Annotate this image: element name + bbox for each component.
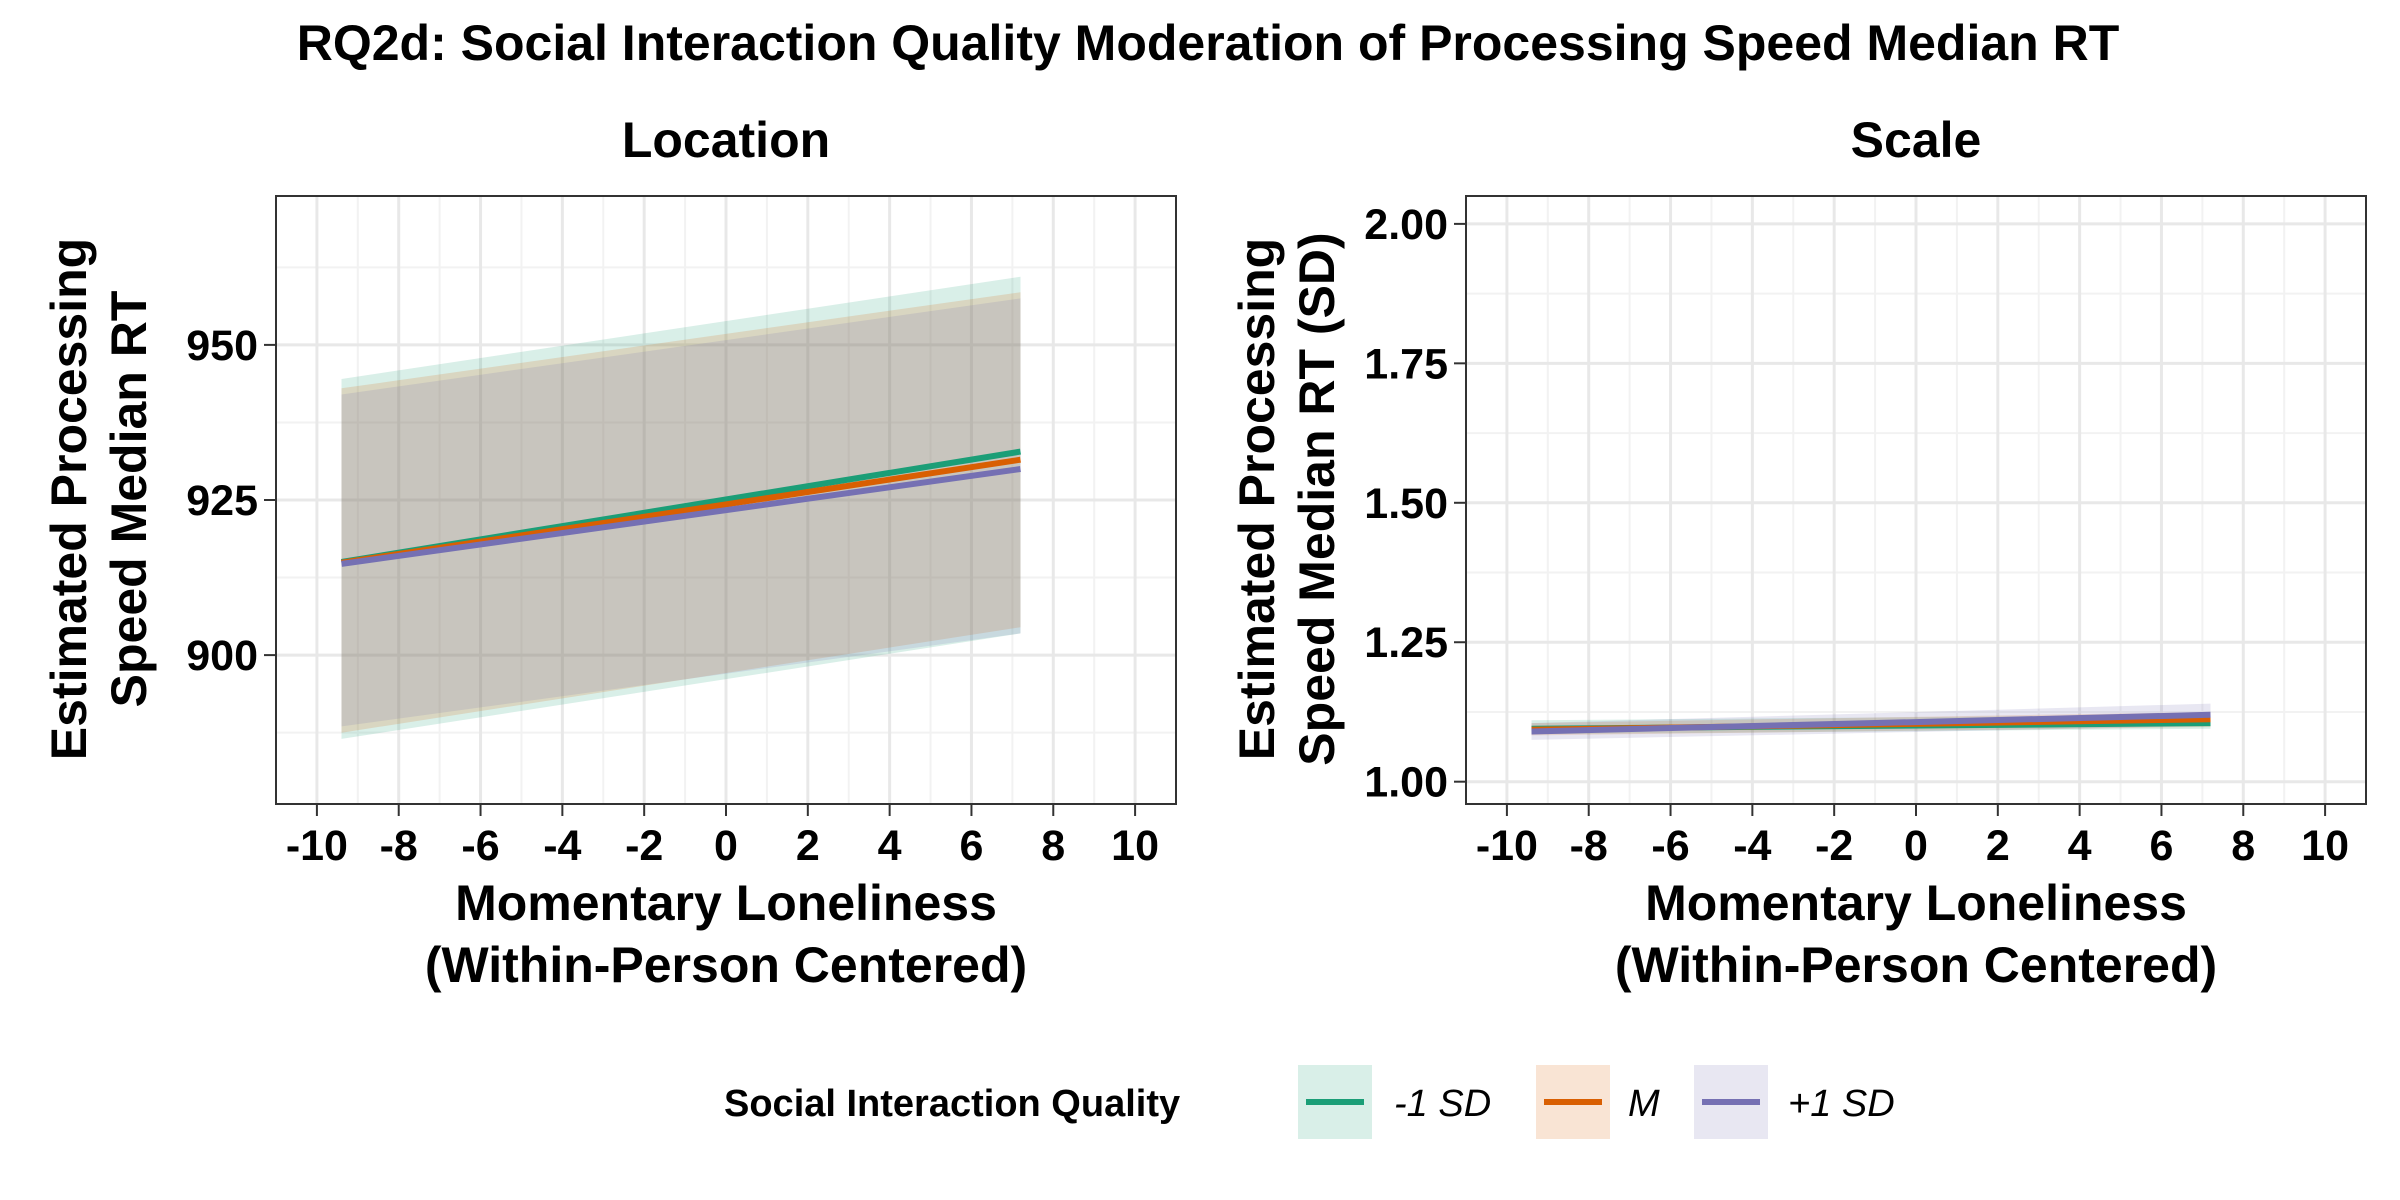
x-tick-label: 6 bbox=[959, 822, 983, 870]
x-tick-label: 10 bbox=[1111, 822, 1159, 870]
y-tick-label: 1.75 bbox=[1364, 340, 1448, 388]
y-axis-label-line1-scale: Estimated Processing bbox=[1229, 238, 1285, 760]
y-ticks-location: 900 925 950 bbox=[186, 322, 276, 680]
y-ticks-scale: 1.00 1.25 1.50 1.75 2.00 bbox=[1364, 201, 1466, 807]
legend-item-plus-1sd: +1 SD bbox=[1694, 1065, 1895, 1139]
x-tick-label: -2 bbox=[625, 822, 663, 870]
x-axis-label-line1-location: Momentary Loneliness bbox=[455, 875, 997, 931]
x-tick-label: -8 bbox=[380, 822, 418, 870]
y-tick-label: 2.00 bbox=[1364, 201, 1448, 249]
legend-title: Social Interaction Quality bbox=[724, 1083, 1180, 1125]
x-tick-label: -10 bbox=[286, 822, 348, 870]
x-tick-label: -4 bbox=[1733, 822, 1771, 870]
legend-item-minus-1sd: -1 SD bbox=[1298, 1065, 1491, 1139]
figure-title: RQ2d: Social Interaction Quality Moderat… bbox=[297, 15, 2120, 71]
legend-item-m: M bbox=[1536, 1065, 1660, 1139]
y-axis-label-line2-location: Speed Median RT bbox=[101, 291, 157, 708]
x-tick-label: 8 bbox=[1041, 822, 1065, 870]
x-tick-label: 4 bbox=[2068, 822, 2092, 870]
x-axis-label-line1-scale: Momentary Loneliness bbox=[1645, 875, 2187, 931]
y-tick-label: 950 bbox=[186, 322, 258, 370]
panel-location: Location -10 -8 -6 -4 -2 0 2 4 6 8 10 900 925 950 Mo… bbox=[41, 112, 1176, 993]
x-tick-label: 10 bbox=[2301, 822, 2349, 870]
x-tick-label: -10 bbox=[1476, 822, 1538, 870]
y-axis-label-line2-scale: Speed Median RT (SD) bbox=[1289, 232, 1345, 765]
x-tick-label: 8 bbox=[2231, 822, 2255, 870]
x-ticks-location: -10 -8 -6 -4 -2 0 2 4 6 8 10 bbox=[286, 804, 1159, 870]
x-tick-label: 2 bbox=[796, 822, 820, 870]
y-tick-label: 925 bbox=[186, 477, 258, 525]
panel-scale: Scale -10 -8 -6 -4 -2 0 2 4 6 8 10 1.00 1.25 1.50 1.7… bbox=[1229, 112, 2366, 993]
y-tick-label: 900 bbox=[186, 632, 258, 680]
x-axis-label-line2-location: (Within-Person Centered) bbox=[425, 937, 1027, 993]
x-tick-label: -8 bbox=[1570, 822, 1608, 870]
x-tick-label: 6 bbox=[2149, 822, 2173, 870]
legend-label-minus-1sd: -1 SD bbox=[1394, 1083, 1491, 1125]
legend-label-plus-1sd: +1 SD bbox=[1788, 1083, 1895, 1125]
x-tick-label: -2 bbox=[1815, 822, 1853, 870]
legend: Social Interaction Quality -1 SD M +1 SD bbox=[724, 1065, 1895, 1139]
x-tick-label: 4 bbox=[878, 822, 902, 870]
x-tick-label: -6 bbox=[461, 822, 499, 870]
x-ticks-scale: -10 -8 -6 -4 -2 0 2 4 6 8 10 bbox=[1476, 804, 2349, 870]
x-tick-label: 0 bbox=[714, 822, 738, 870]
y-tick-label: 1.50 bbox=[1364, 480, 1448, 528]
x-axis-label-line2-scale: (Within-Person Centered) bbox=[1615, 937, 2217, 993]
x-tick-label: 2 bbox=[1986, 822, 2010, 870]
panel-strip-scale: Scale bbox=[1851, 112, 1982, 168]
y-tick-label: 1.00 bbox=[1364, 759, 1448, 807]
legend-label-m: M bbox=[1628, 1083, 1660, 1125]
x-tick-label: -6 bbox=[1651, 822, 1689, 870]
panel-strip-location: Location bbox=[622, 112, 830, 168]
y-tick-label: 1.25 bbox=[1364, 619, 1448, 667]
y-axis-label-line1-location: Estimated Processing bbox=[41, 238, 97, 760]
x-tick-label: 0 bbox=[1904, 822, 1928, 870]
x-tick-label: -4 bbox=[543, 822, 581, 870]
